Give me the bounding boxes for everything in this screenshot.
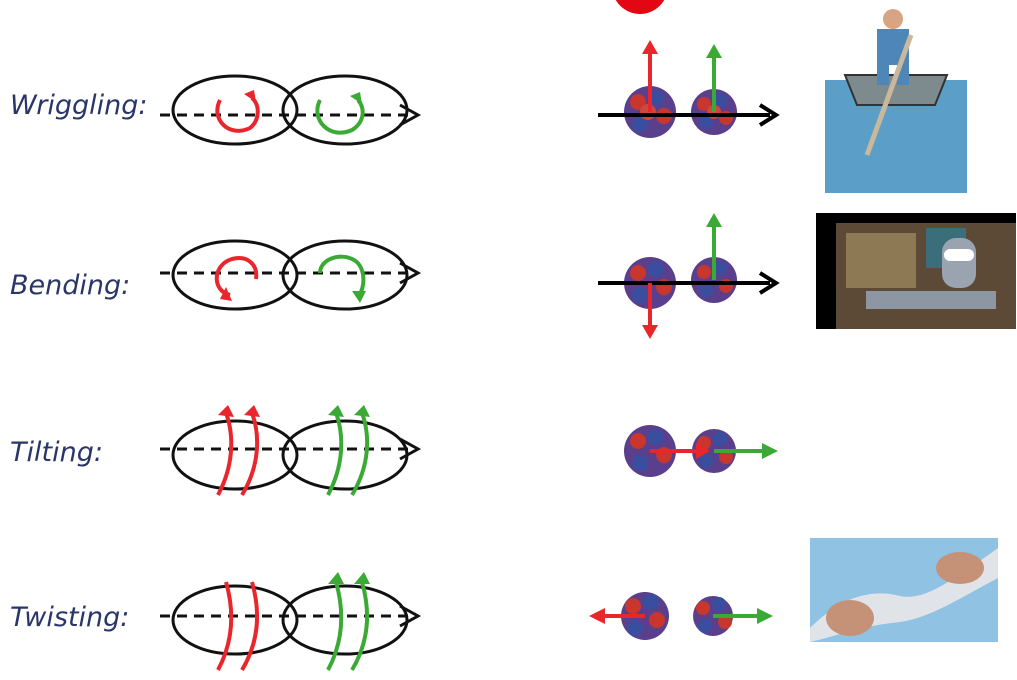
red-arc-1 (216, 581, 234, 671)
green-arc-arrow-1 (326, 412, 344, 496)
green-arc-arrow-2 (350, 412, 370, 497)
mode-row-tilting: Tilting: (0, 385, 1017, 515)
green-rotation-arrow (318, 254, 366, 299)
left-ellipse (171, 74, 299, 146)
mode-label: Bending: (10, 270, 131, 301)
mode-label: Twisting: (10, 602, 130, 633)
mode-label: Wriggling: (10, 90, 148, 121)
mode-row-twisting: Twisting: (0, 538, 1017, 672)
green-arrowhead (352, 291, 366, 303)
red-arc-arrow-1 (216, 412, 234, 496)
hands-wringing-towel-icon (810, 538, 998, 642)
twisting-schematic (160, 572, 422, 672)
cropped-red-title-fragment (612, 0, 668, 14)
wriggling-schematic (160, 74, 422, 146)
green-arc-arrow-1 (326, 581, 344, 671)
right-ellipse (281, 419, 409, 491)
bending-schematic (160, 239, 422, 311)
green-arrowhead (350, 92, 362, 104)
green-rotation-arrow (315, 98, 365, 135)
mode-row-wriggling: Wriggling: (0, 5, 1017, 193)
red-rotation-arrow (215, 96, 260, 133)
robot-bending-girder-icon (816, 213, 1016, 329)
left-ellipse (171, 419, 299, 491)
axis-arrowhead (399, 103, 422, 127)
twisting-nucleons (589, 592, 773, 640)
red-arrowhead (244, 90, 256, 102)
green-arc-arrow-2 (350, 581, 370, 672)
red-rotation-arrow (214, 256, 259, 297)
red-arc-arrow-2 (240, 412, 260, 497)
wriggling-nucleons (598, 40, 780, 138)
red-arc-2 (240, 581, 260, 672)
mode-row-bending: Bending: (0, 205, 1017, 339)
tilting-schematic (160, 405, 422, 497)
axis-arrowhead (399, 604, 422, 628)
mode-label: Tilting: (10, 437, 103, 468)
tilting-nucleons (624, 425, 778, 477)
left-ellipse (171, 239, 299, 311)
man-rowing-boat-icon (825, 5, 967, 193)
bending-nucleons (598, 213, 780, 339)
axis-arrowhead (399, 261, 422, 285)
right-ellipse (281, 239, 409, 311)
red-arrowhead (220, 287, 232, 301)
axis-arrowhead (399, 437, 422, 461)
